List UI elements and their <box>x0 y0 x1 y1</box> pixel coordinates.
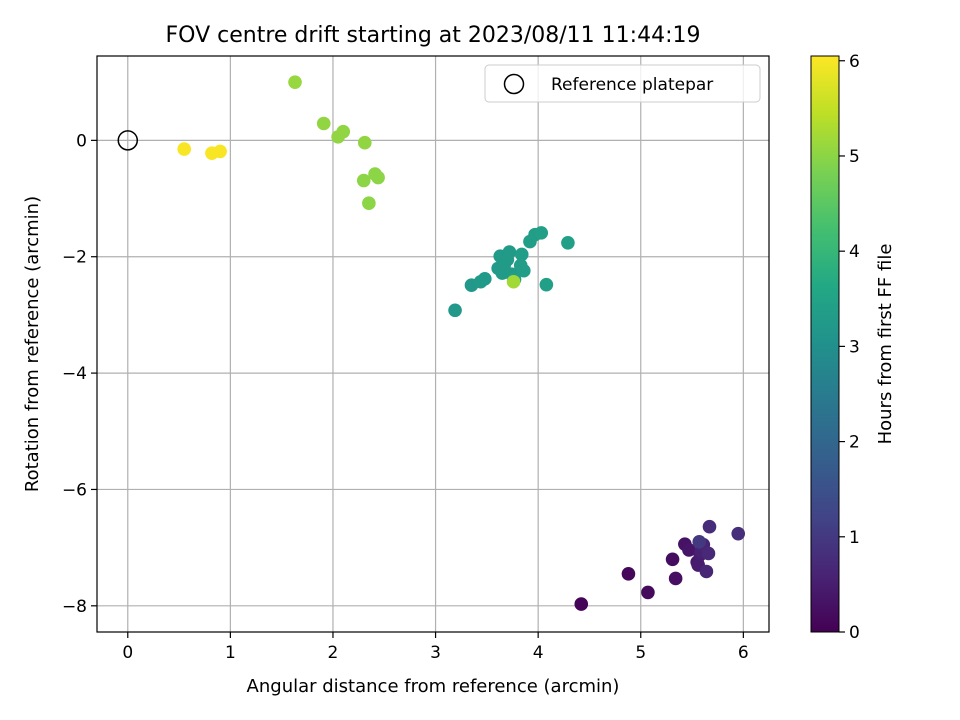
y-tick-label: −2 <box>62 248 87 268</box>
y-tick-label: −4 <box>62 364 87 384</box>
data-point <box>177 142 192 156</box>
y-tick-label: −8 <box>62 597 87 617</box>
colorbar-tick-label: 4 <box>849 242 860 262</box>
data-point <box>699 564 714 579</box>
y-tick-label: −6 <box>62 480 87 500</box>
x-tick-label: 6 <box>738 643 749 663</box>
reference-marker <box>117 130 139 151</box>
data-point <box>702 519 717 534</box>
data-points <box>177 75 746 611</box>
data-point <box>731 526 746 541</box>
data-point <box>356 173 371 188</box>
data-point <box>692 535 707 549</box>
colorbar-tick-label: 5 <box>849 147 860 167</box>
data-point <box>621 567 636 581</box>
legend-reference-marker <box>503 73 525 95</box>
data-point <box>516 263 531 278</box>
x-axis-label: Angular distance from reference (arcmin) <box>247 676 620 697</box>
data-point <box>665 552 680 567</box>
colorbar-label: Hours from first FF file <box>875 244 896 445</box>
reference-point <box>117 130 139 151</box>
colorbar <box>811 56 839 632</box>
colorbar-tick-label: 2 <box>849 433 860 453</box>
colorbar-ticks: 0 1 2 3 4 5 6 <box>839 52 860 643</box>
data-point <box>539 277 554 292</box>
data-point <box>502 245 517 259</box>
data-point <box>362 196 376 210</box>
data-point <box>336 124 351 139</box>
x-tick-label: 2 <box>328 643 339 663</box>
y-axis-ticks: 0 −2 −4 −6 −8 <box>62 131 97 617</box>
data-point <box>371 170 385 185</box>
data-point <box>478 272 492 286</box>
y-tick-label: 0 <box>76 131 87 151</box>
data-point <box>641 585 655 600</box>
colorbar-tick-label: 0 <box>849 623 860 643</box>
x-tick-label: 1 <box>225 643 236 663</box>
data-point <box>574 597 589 611</box>
data-point <box>448 303 462 318</box>
x-tick-label: 3 <box>430 643 441 663</box>
data-point <box>288 75 302 89</box>
x-tick-label: 5 <box>635 643 646 663</box>
legend: Reference platepar <box>484 64 761 103</box>
data-point <box>357 135 372 150</box>
chart-title: FOV centre drift starting at 2023/08/11 … <box>166 23 701 48</box>
data-point <box>668 571 683 586</box>
colorbar-tick-label: 6 <box>849 52 860 72</box>
colorbar-tick-label: 1 <box>849 528 860 548</box>
data-point <box>514 247 529 262</box>
x-tick-label: 0 <box>122 643 133 663</box>
legend-entry-label: Reference platepar <box>551 75 713 95</box>
legend-box <box>484 64 761 103</box>
data-point <box>316 116 331 131</box>
data-point <box>213 144 227 159</box>
data-point <box>534 226 549 240</box>
data-point <box>561 235 575 250</box>
y-axis-label: Rotation from reference (arcmin) <box>22 196 43 492</box>
x-tick-label: 4 <box>533 643 544 663</box>
grid-lines <box>97 56 769 632</box>
data-point <box>682 543 696 557</box>
plot-frame <box>96 55 770 633</box>
x-axis-ticks: 0 1 2 3 4 5 6 <box>122 632 749 663</box>
data-point <box>701 546 716 561</box>
colorbar-tick-label: 3 <box>849 337 860 357</box>
data-point <box>506 274 521 289</box>
colorbar-frame <box>810 55 840 633</box>
